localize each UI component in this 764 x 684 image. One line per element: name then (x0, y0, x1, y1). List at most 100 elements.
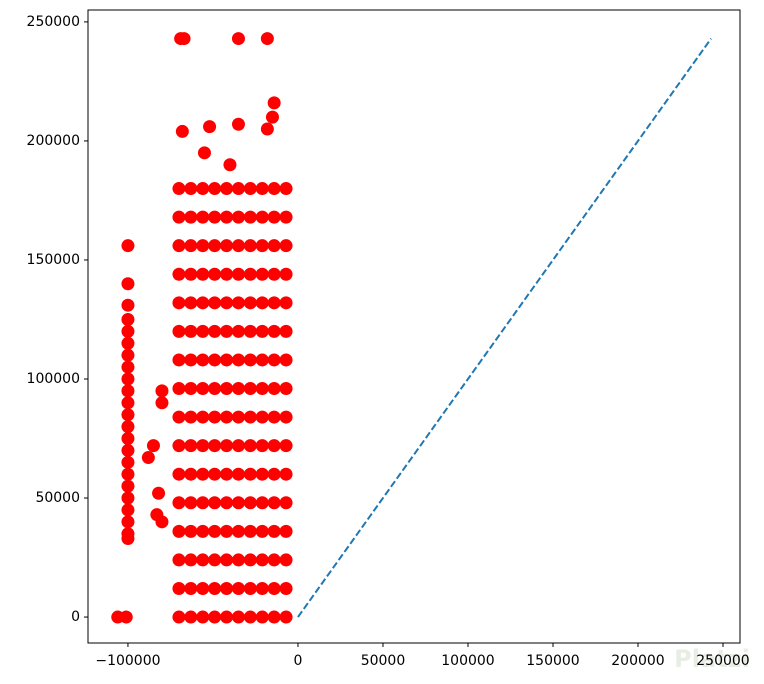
x-tick-label: −100000 (95, 653, 160, 669)
scatter-point (196, 496, 210, 510)
scatter-point (267, 324, 281, 338)
scatter-point (231, 267, 245, 281)
scatter-point (220, 324, 234, 338)
scatter-point (184, 467, 198, 481)
x-tick-label: 250000 (696, 653, 749, 669)
scatter-point (121, 348, 135, 362)
scatter-point (267, 524, 281, 538)
scatter-point (121, 408, 135, 422)
scatter-point (172, 524, 186, 538)
scatter-point (243, 581, 257, 595)
scatter-point (208, 439, 222, 453)
y-tick-label: 100000 (27, 371, 80, 387)
scatter-point (196, 239, 210, 253)
scatter-point (121, 420, 135, 434)
x-tick-label: 100000 (441, 653, 494, 669)
scatter-point (121, 277, 135, 291)
scatter-point (220, 439, 234, 453)
scatter-point (220, 410, 234, 424)
scatter-point (121, 515, 135, 529)
scatter-point (172, 296, 186, 310)
scatter-point (196, 524, 210, 538)
scatter-point (184, 182, 198, 196)
scatter-point (121, 298, 135, 312)
watermark: Platzi (674, 645, 750, 673)
scatter-point (121, 479, 135, 493)
x-tick-label: 0 (294, 653, 303, 669)
scatter-point (184, 439, 198, 453)
scatter-point (267, 553, 281, 567)
scatter-point (220, 353, 234, 367)
scatter-point (243, 610, 257, 624)
scatter-point (243, 467, 257, 481)
scatter-point (121, 372, 135, 386)
dashed-line (297, 37, 712, 618)
scatter-point (121, 324, 135, 338)
scatter-point (243, 496, 257, 510)
scatter-point (231, 324, 245, 338)
scatter-point (255, 610, 269, 624)
scatter-point (172, 553, 186, 567)
scatter-point (196, 553, 210, 567)
scatter-point (175, 124, 189, 138)
scatter-point (172, 467, 186, 481)
scatter-point (172, 210, 186, 224)
scatter-point (208, 581, 222, 595)
scatter-point (196, 267, 210, 281)
scatter-point (121, 443, 135, 457)
scatter-point (255, 467, 269, 481)
scatter-point (279, 382, 293, 396)
scatter-point (184, 353, 198, 367)
scatter-point (267, 210, 281, 224)
scatter-point (279, 410, 293, 424)
scatter-point (208, 267, 222, 281)
scatter-point (267, 353, 281, 367)
scatter-point (196, 410, 210, 424)
scatter-point (243, 524, 257, 538)
scatter-point (267, 496, 281, 510)
scatter-point (267, 382, 281, 396)
scatter-point (279, 353, 293, 367)
scatter-point (208, 353, 222, 367)
scatter-point (208, 182, 222, 196)
scatter-point (243, 439, 257, 453)
y-tick-label: 200000 (27, 133, 80, 149)
scatter-point (231, 382, 245, 396)
scatter-point (208, 496, 222, 510)
scatter-point (196, 467, 210, 481)
scatter-point (231, 524, 245, 538)
scatter-point (184, 410, 198, 424)
scatter-point (231, 410, 245, 424)
scatter-point (184, 239, 198, 253)
scatter-point (279, 296, 293, 310)
scatter-point (267, 296, 281, 310)
scatter-point (121, 467, 135, 481)
x-tick-label: 50000 (361, 653, 406, 669)
scatter-point (255, 410, 269, 424)
y-tick-label: 0 (71, 609, 80, 625)
scatter-point (231, 496, 245, 510)
scatter-point (220, 182, 234, 196)
scatter-point (203, 120, 217, 134)
scatter-point (121, 531, 135, 545)
y-tick-label: 150000 (27, 252, 80, 268)
scatter-point (196, 439, 210, 453)
scatter-point (172, 353, 186, 367)
scatter-point (121, 455, 135, 469)
scatter-point (208, 382, 222, 396)
scatter-point (220, 210, 234, 224)
scatter-point (231, 439, 245, 453)
scatter-point (255, 353, 269, 367)
scatter-point (121, 503, 135, 517)
scatter-point (119, 610, 133, 624)
scatter-point (279, 467, 293, 481)
scatter-point (231, 239, 245, 253)
scatter-point (220, 382, 234, 396)
scatter-point (121, 491, 135, 505)
scatter-point (279, 210, 293, 224)
scatter-point (231, 581, 245, 595)
scatter-point (184, 581, 198, 595)
scatter-point (150, 508, 164, 522)
scatter-point (231, 353, 245, 367)
